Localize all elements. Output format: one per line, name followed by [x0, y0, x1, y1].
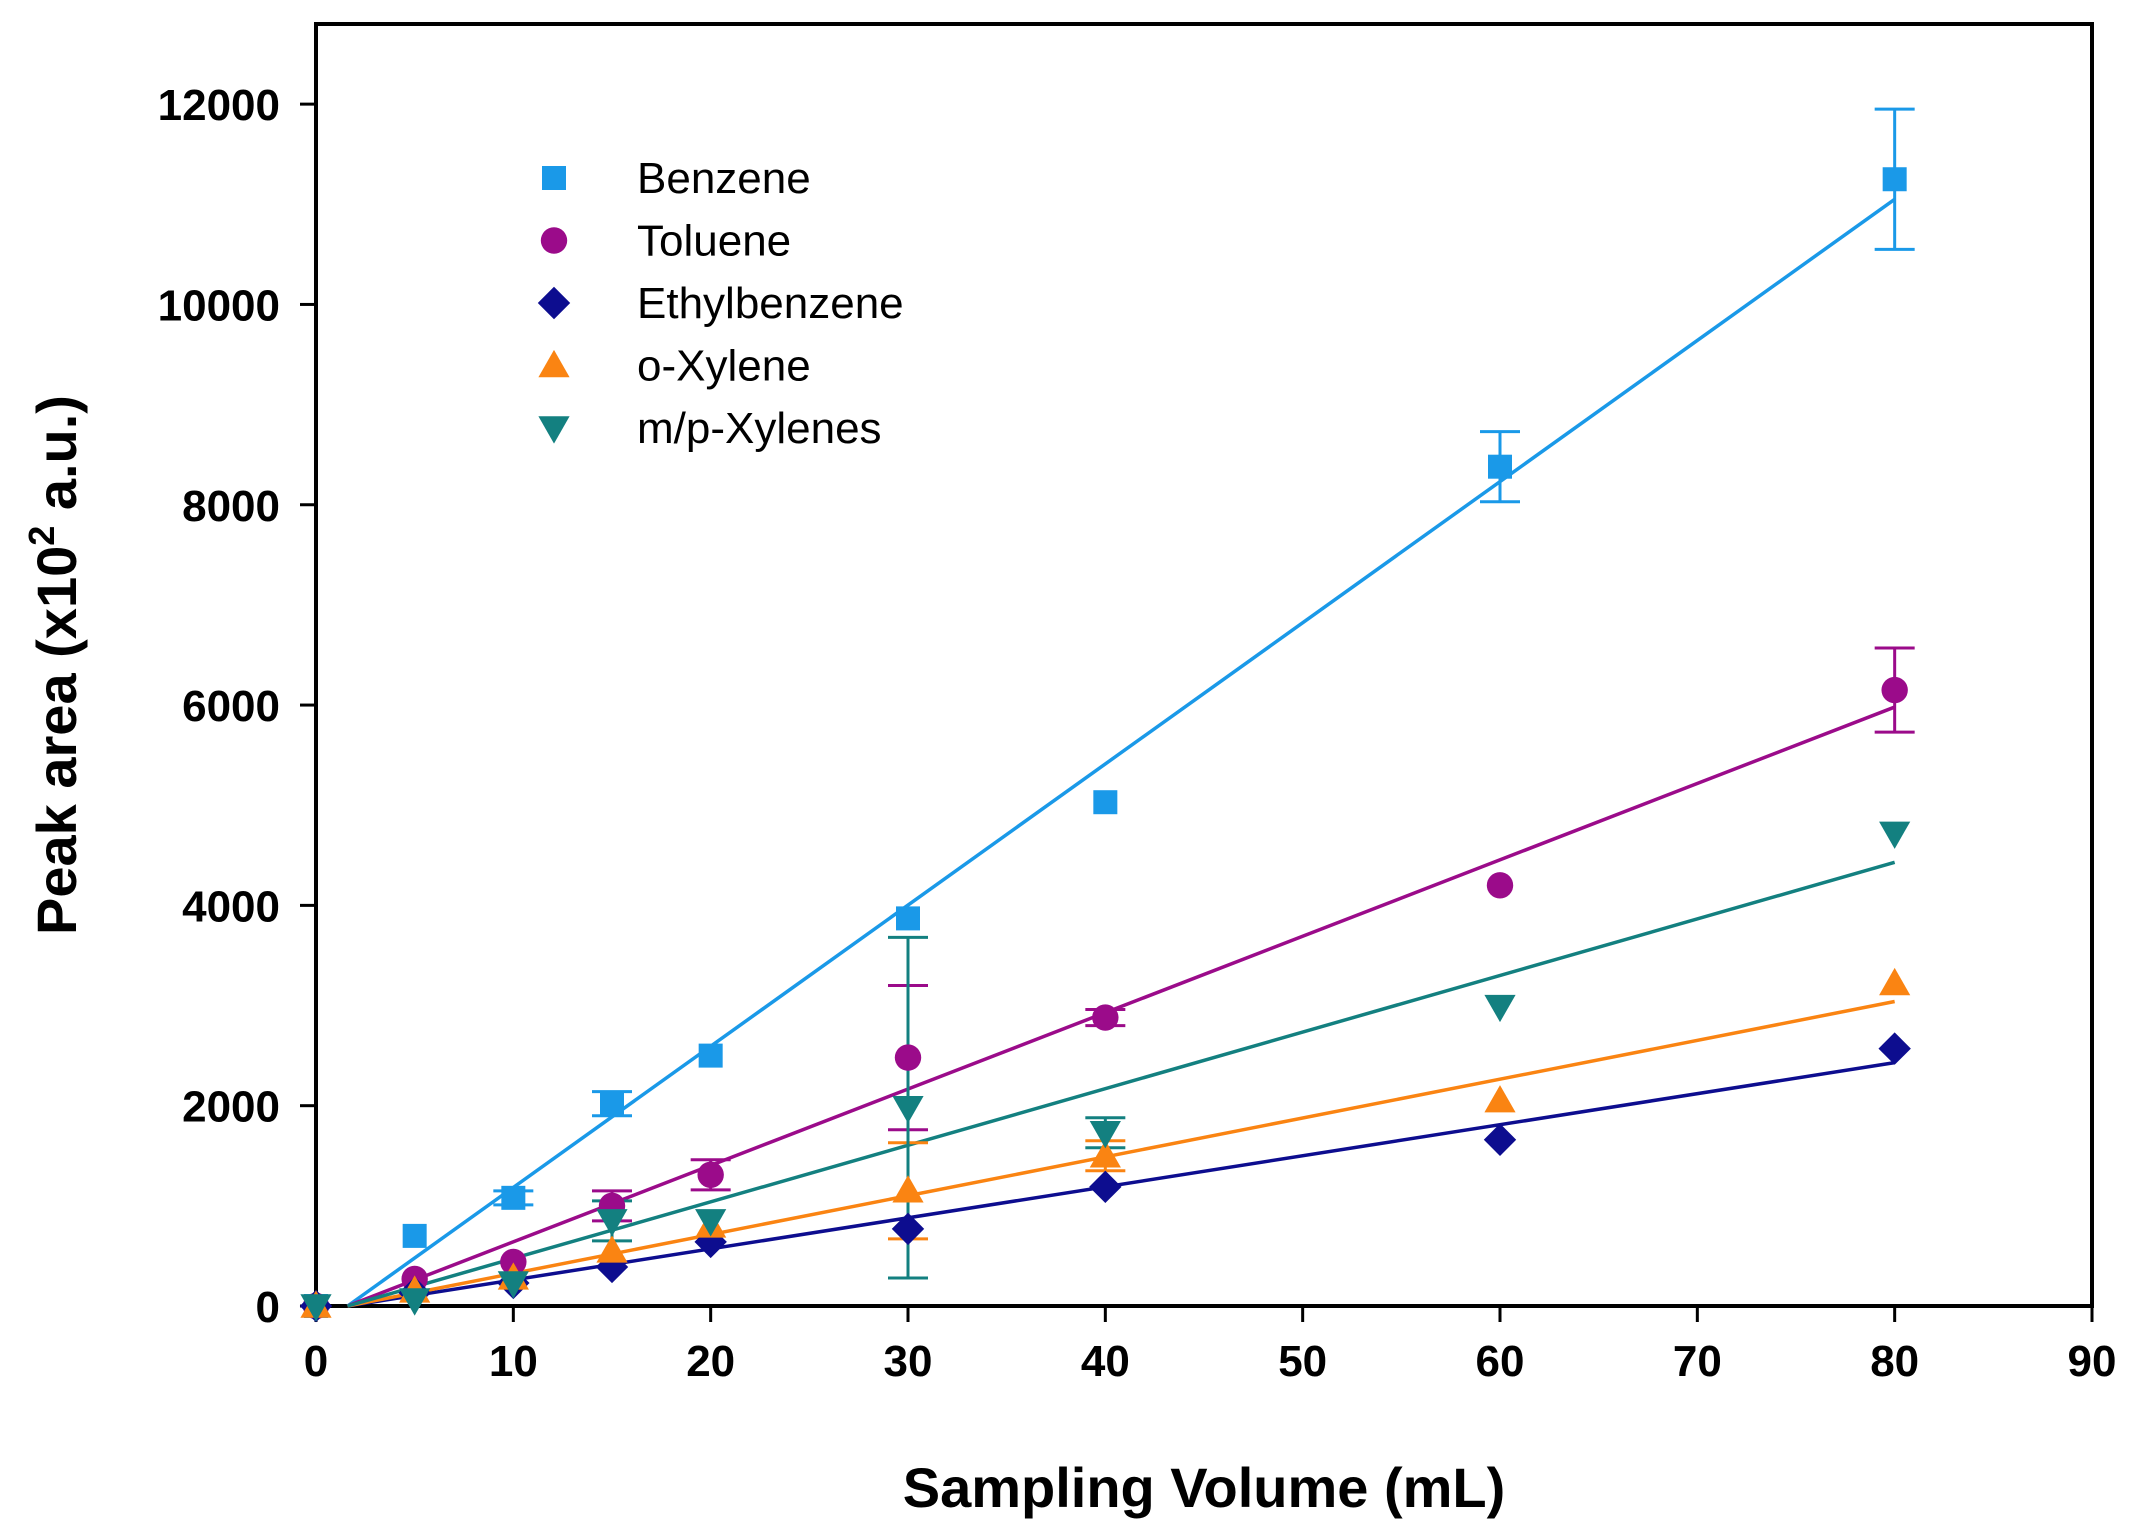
y-axis-title-tail: a.u.) [25, 395, 88, 526]
legend-label-ethylbenzene: Ethylbenzene [637, 279, 904, 328]
x-axis: 0 10 20 30 40 50 60 70 80 90 [304, 1306, 2117, 1386]
x-tick-label: 70 [1673, 1337, 1722, 1386]
data-point-toluene [894, 1044, 922, 1071]
legend-label-benzene: Benzene [637, 154, 811, 203]
x-tick-label: 50 [1278, 1337, 1327, 1386]
legend-marker-o-xylene [538, 349, 570, 378]
plot-frame [314, 22, 2094, 1308]
data-point-m-p-xylenes [1879, 821, 1911, 849]
data-point-o-xylene [1879, 967, 1911, 996]
data-point-m-p-xylenes [497, 1271, 529, 1299]
legend-marker-benzene [542, 166, 566, 190]
data-point-m-p-xylenes [596, 1209, 628, 1237]
x-tick-label: 40 [1081, 1337, 1130, 1386]
fit-line-m-p-xylenes [347, 860, 1896, 1308]
data-point-benzene [1488, 454, 1512, 479]
data-point-toluene [1092, 1004, 1119, 1031]
y-tick-label: 10000 [158, 281, 280, 330]
data-point-toluene [1486, 872, 1514, 899]
data-point-benzene [600, 1091, 624, 1116]
data-point-benzene [402, 1223, 427, 1248]
y-tick-label: 8000 [182, 482, 280, 531]
data-point-toluene [1881, 676, 1908, 704]
data-point-m-p-xylenes [1089, 1121, 1121, 1149]
data-point-o-xylene [1089, 1140, 1121, 1168]
data-point-benzene [501, 1185, 526, 1210]
data-point-m-p-xylenes [399, 1288, 431, 1316]
y-tick-label: 0 [256, 1283, 280, 1332]
x-tick-label: 10 [489, 1337, 538, 1386]
legend-marker-m-p-xylenes [538, 416, 570, 444]
data-points [299, 167, 1911, 1323]
x-axis-title: Sampling Volume (mL) [903, 1456, 1506, 1519]
legend: Benzene Toluene Ethylbenzene o-Xylene m/p-Xy… [537, 154, 904, 453]
x-tick-label: 80 [1870, 1337, 1919, 1386]
data-point-ethylbenzene [1483, 1123, 1517, 1156]
y-tick-label: 4000 [182, 882, 280, 931]
y-tick-label: 2000 [182, 1083, 280, 1132]
legend-marker-ethylbenzene [537, 286, 571, 320]
x-tick-label: 60 [1476, 1337, 1525, 1386]
data-point-m-p-xylenes [695, 1209, 727, 1237]
data-point-ethylbenzene [1089, 1170, 1122, 1204]
x-tick-label: 0 [304, 1337, 328, 1386]
data-point-ethylbenzene [694, 1225, 727, 1259]
x-tick-label: 20 [686, 1337, 735, 1386]
data-point-m-p-xylenes [300, 1294, 332, 1322]
y-axis-title-sup: 2 [21, 526, 62, 546]
data-point-toluene [500, 1248, 527, 1276]
legend-marker-toluene [540, 227, 568, 254]
y-axis-title: Peak area (x102 a.u.) [21, 395, 88, 935]
x-tick-label: 30 [884, 1337, 933, 1386]
data-point-toluene [697, 1161, 724, 1188]
y-tick-label: 12000 [158, 81, 280, 130]
y-axis-title-main: Peak area (x10 [25, 546, 88, 935]
data-point-o-xylene [892, 1175, 924, 1203]
data-point-benzene [698, 1043, 723, 1068]
data-point-ethylbenzene [1878, 1032, 1911, 1065]
data-point-m-p-xylenes [892, 1095, 924, 1124]
legend-label-o-xylene: o-Xylene [637, 342, 811, 391]
data-point-ethylbenzene [595, 1250, 629, 1284]
data-point-o-xylene [596, 1235, 628, 1263]
x-tick-label: 90 [2068, 1337, 2117, 1386]
fit-line-benzene [346, 197, 1896, 1308]
data-point-o-xylene [1484, 1085, 1516, 1113]
y-tick-label: 6000 [182, 682, 280, 731]
legend-label-m-p-xylenes: m/p-Xylenes [637, 404, 882, 453]
y-axis: 0 2000 4000 6000 8000 10000 12000 [158, 81, 316, 1332]
legend-label-toluene: Toluene [637, 217, 791, 266]
data-point-benzene [1882, 167, 1907, 192]
data-point-m-p-xylenes [1484, 994, 1516, 1023]
data-point-ethylbenzene [891, 1212, 925, 1246]
data-point-benzene [1093, 790, 1118, 815]
data-point-benzene [896, 906, 920, 931]
